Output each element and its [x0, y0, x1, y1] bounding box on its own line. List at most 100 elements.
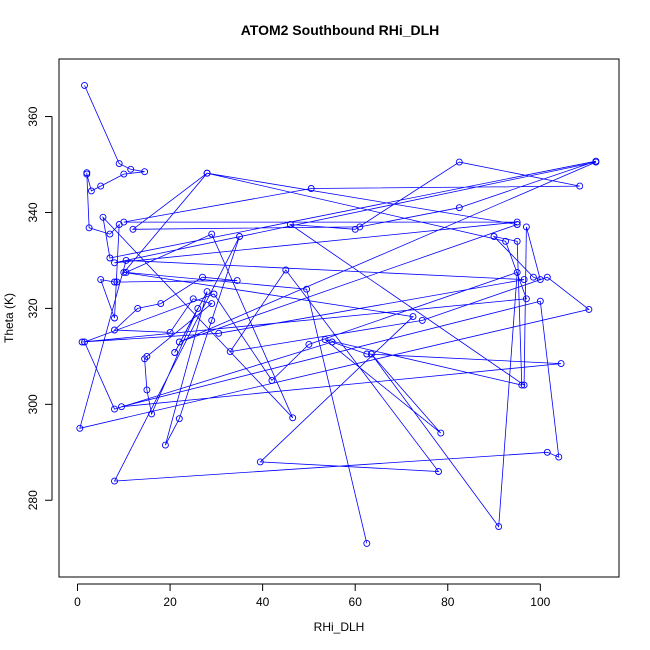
data-point — [513, 218, 521, 226]
data-point — [520, 276, 528, 284]
x-axis-label: RHi_DLH — [314, 620, 365, 634]
data-point — [536, 297, 544, 305]
data-point — [203, 169, 211, 177]
x-tick-label: 80 — [441, 595, 455, 609]
y-tick-label: 340 — [26, 202, 40, 222]
data-point — [522, 295, 530, 303]
data-point — [111, 326, 118, 334]
data-point — [233, 277, 241, 285]
data-point — [455, 158, 463, 166]
data-point — [321, 336, 329, 344]
data-point — [363, 539, 371, 547]
data-point — [208, 300, 216, 308]
data-point — [520, 381, 528, 389]
data-point — [81, 81, 88, 89]
data-point — [111, 259, 118, 267]
data-point — [328, 338, 336, 346]
data-point — [210, 290, 218, 298]
data-point — [286, 221, 294, 228]
x-tick-label: 60 — [349, 595, 363, 609]
y-tick-label: 280 — [26, 490, 40, 510]
data-point — [85, 224, 93, 232]
data-point — [127, 165, 135, 173]
data-point — [120, 170, 128, 178]
data-point — [111, 477, 118, 485]
data-point — [282, 266, 290, 274]
y-axis-label: Theta (K) — [2, 293, 16, 343]
data-point — [111, 278, 118, 286]
x-tick-label: 40 — [256, 595, 270, 609]
x-tick-label: 100 — [530, 595, 550, 609]
data-point — [141, 168, 149, 176]
data-point — [543, 448, 551, 456]
data-point — [118, 403, 125, 411]
data-point — [111, 314, 118, 322]
data-point — [141, 355, 149, 363]
data-point — [111, 405, 118, 413]
data-point — [161, 441, 169, 449]
data-point — [78, 338, 86, 346]
series-line — [79, 85, 597, 544]
data-point — [157, 300, 165, 308]
data-point — [166, 328, 174, 336]
y-axis: 280 300 320 340 360 — [26, 106, 53, 510]
y-tick-label: 320 — [26, 298, 40, 318]
data-point — [555, 453, 563, 461]
data-point — [536, 276, 544, 284]
x-axis: 0 20 40 60 80 100 — [74, 583, 551, 609]
data-point — [143, 386, 151, 394]
data-point — [215, 329, 223, 337]
data-point — [522, 223, 530, 231]
data-point — [87, 187, 95, 195]
data-point — [367, 350, 375, 358]
x-tick-label: 0 — [74, 595, 81, 609]
data-point — [97, 182, 105, 190]
data-point — [418, 316, 426, 324]
data-point — [113, 278, 121, 286]
data-point — [194, 304, 202, 312]
data-point — [490, 233, 498, 240]
data-point — [199, 273, 206, 281]
data-point — [208, 316, 216, 324]
data-point — [134, 304, 142, 312]
data-point — [236, 233, 243, 240]
data-point — [363, 350, 371, 358]
data-point — [99, 213, 107, 221]
data-point — [513, 237, 521, 245]
data-point — [576, 182, 584, 190]
data-point — [189, 295, 197, 303]
data-point — [518, 381, 526, 389]
y-tick-label: 300 — [26, 394, 40, 414]
data-point — [106, 230, 114, 238]
data-point — [592, 157, 600, 165]
data-point — [81, 338, 88, 346]
data-point — [256, 458, 264, 466]
data-point — [585, 305, 593, 313]
data-point — [513, 268, 521, 276]
y-tick-label: 360 — [26, 106, 40, 126]
data-point — [437, 429, 445, 437]
data-point — [148, 410, 156, 418]
data-point — [115, 160, 123, 168]
data-point — [203, 288, 211, 296]
data-point — [106, 254, 114, 262]
data-point — [97, 276, 105, 284]
data-point — [143, 352, 151, 360]
data-point — [83, 169, 91, 177]
data-point — [76, 424, 84, 432]
data-point — [226, 348, 234, 356]
data-point — [268, 376, 276, 384]
data-point — [409, 313, 417, 321]
data-point — [120, 218, 128, 226]
data-point — [208, 230, 216, 238]
data-point — [495, 523, 503, 531]
data-point — [129, 225, 137, 233]
data-point — [435, 468, 442, 475]
data-point — [356, 223, 364, 231]
data-point — [543, 273, 551, 281]
plot-frame — [58, 58, 620, 578]
data-point — [289, 414, 297, 422]
data-point — [305, 340, 313, 348]
data-point — [171, 349, 179, 356]
